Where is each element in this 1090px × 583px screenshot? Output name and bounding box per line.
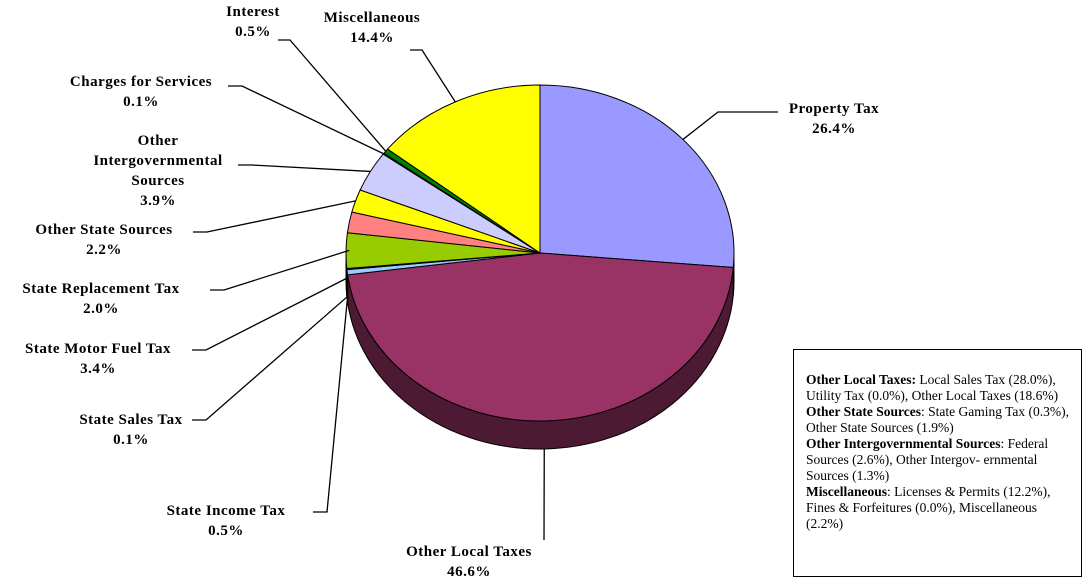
note-title: Miscellaneous (806, 484, 887, 499)
leader-line-interest (278, 39, 387, 152)
slice-label-other-state-sources: Other State Sources 2.2% (35, 222, 172, 258)
slice-label-line: State Income Tax (167, 503, 286, 519)
slice-percent: 3.4% (80, 361, 116, 377)
slice-label-state-income-tax: State Income Tax 0.5% (167, 503, 286, 539)
slice-label-line: Property Tax (789, 101, 879, 117)
leader-line-state-replacement-tax (210, 249, 350, 291)
slice-percent: 0.1% (113, 432, 149, 448)
slice-label-line: Charges for Services (70, 74, 212, 90)
slice-label-line: Sources (131, 173, 184, 189)
notes-box: Other Local Taxes: Local Sales Tax (28.0… (793, 349, 1082, 577)
leader-lines-layer (192, 39, 778, 541)
pie-slice-property-tax (539, 84, 735, 269)
note-title: Other Local Taxes: (806, 372, 917, 387)
slice-percent: 0.5% (235, 24, 271, 40)
slice-label-state-replacement-tax: State Replacement Tax 2.0% (22, 281, 179, 317)
slice-label-line: State Replacement Tax (22, 281, 179, 297)
note-text: Local Sales Tax (28.0%), Utility Tax (0.… (806, 372, 1059, 403)
note-title: Other State Sources (806, 404, 921, 419)
leader-line-other-intergovernmental-sources (238, 164, 371, 173)
note-other-state-sources: Other State Sources: State Gaming Tax (0… (806, 404, 1073, 436)
slice-percent: 46.6% (447, 564, 491, 580)
slice-label-miscellaneous: Miscellaneous 14.4% (324, 10, 421, 46)
slice-label-line: Other (138, 133, 179, 149)
leader-line-state-sales-tax (192, 296, 348, 421)
note-text: : Licenses & Permits (12.2%), Fines & Fo… (806, 484, 1051, 531)
slice-percent: 14.4% (350, 30, 394, 46)
slice-label-line: Intergovernmental (93, 153, 222, 169)
leader-line-property-tax (682, 111, 778, 140)
slice-label-property-tax: Property Tax 26.4% (789, 101, 879, 137)
leader-line-charges-for-services (228, 85, 384, 155)
slice-label-charges-for-services: Charges for Services 0.1% (70, 74, 212, 110)
slice-label-other-local-taxes: Other Local Taxes 46.6% (406, 544, 532, 580)
slice-label-line: Miscellaneous (324, 10, 421, 26)
slice-percent: 2.2% (86, 242, 122, 258)
leader-line-other-state-sources (193, 200, 356, 233)
leader-line-state-income-tax (313, 300, 348, 513)
leader-line-miscellaneous (410, 49, 456, 103)
leader-line-state-motor-fuel-tax (192, 278, 347, 351)
note-miscellaneous: Miscellaneous: Licenses & Permits (12.2%… (806, 484, 1073, 532)
slice-label-state-motor-fuel-tax: State Motor Fuel Tax 3.4% (25, 341, 171, 377)
note-other-local-taxes: Other Local Taxes: Local Sales Tax (28.0… (806, 372, 1073, 404)
slice-percent: 26.4% (812, 121, 856, 137)
slice-percent: 3.9% (140, 193, 176, 209)
slice-labels-layer: Property Tax 26.4% Other Local Taxes 46.6% S… (22, 4, 879, 580)
slice-percent: 0.1% (123, 94, 159, 110)
pie-top-layer (345, 84, 735, 422)
note-text: : State Gaming Tax (0.3%), Other State S… (806, 404, 1070, 435)
pie-slice-other-local-taxes (347, 252, 734, 422)
slice-percent: 2.0% (83, 301, 119, 317)
note-other-intergovernmental-sources: Other Intergovernmental Sources: Federal… (806, 436, 1073, 484)
note-title: Other Intergovernmental Sources (806, 436, 1001, 451)
slice-label-line: State Sales Tax (79, 412, 182, 428)
slice-label-line: Other Local Taxes (406, 544, 532, 560)
slice-label-interest: Interest 0.5% (226, 4, 280, 40)
slice-label-line: State Motor Fuel Tax (25, 341, 171, 357)
slice-percent: 0.5% (208, 523, 244, 539)
slice-label-line: Other State Sources (35, 222, 172, 238)
slice-label-other-intergovernmental-sources: Other Intergovernmental Sources 3.9% (93, 133, 222, 209)
slice-label-line: Interest (226, 4, 280, 20)
slice-label-state-sales-tax: State Sales Tax 0.1% (79, 412, 182, 448)
note-text: : Federal Sources (2.6%), Other Intergov… (806, 436, 1049, 483)
